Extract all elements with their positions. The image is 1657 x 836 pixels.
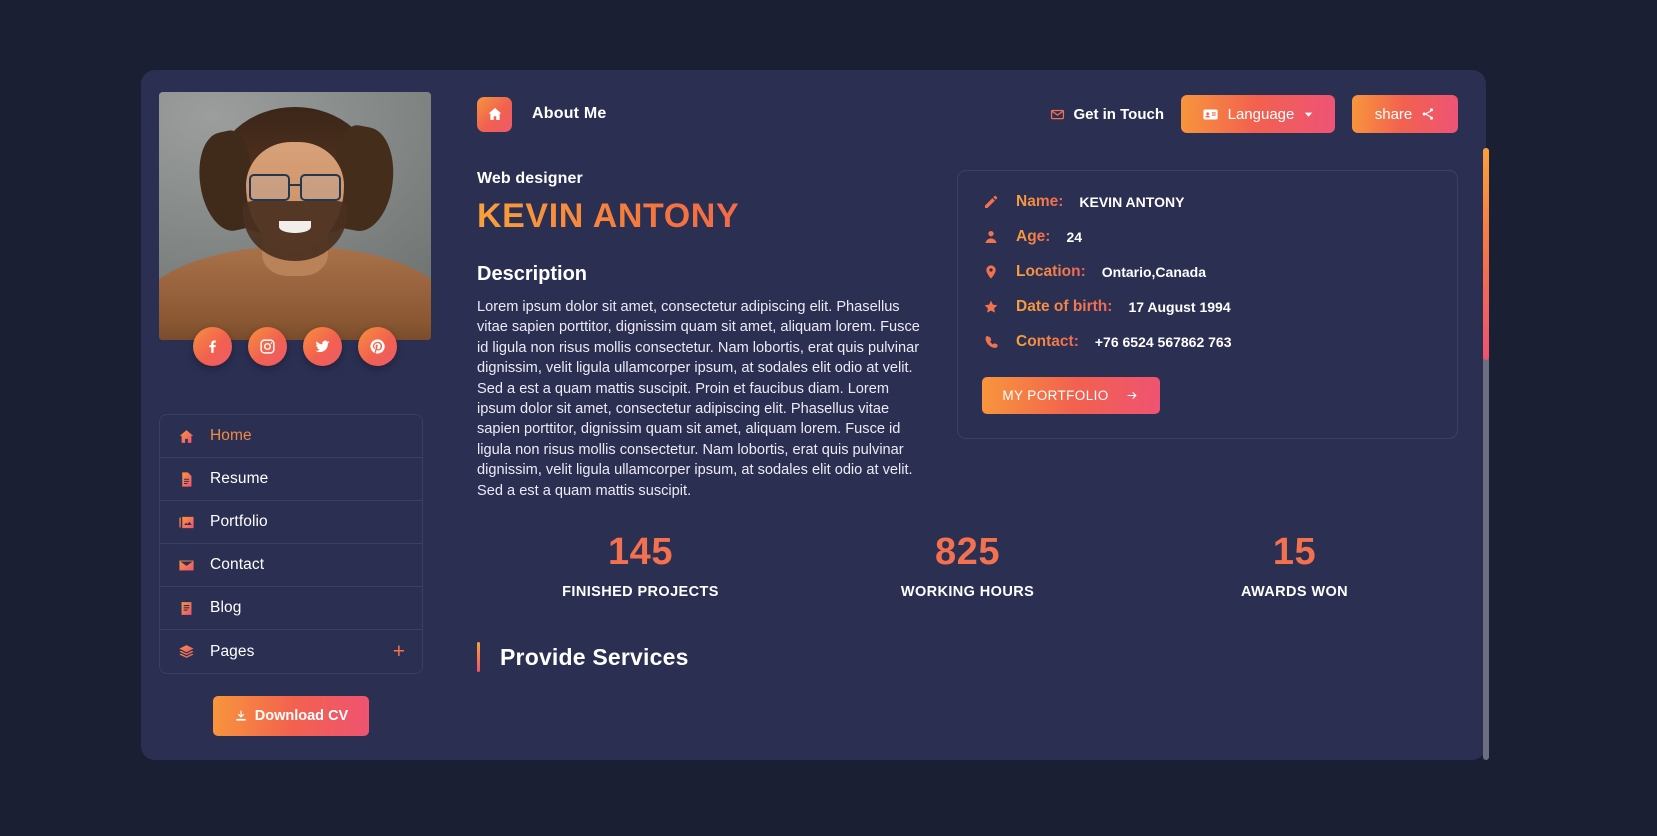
- description-heading: Description: [477, 263, 588, 285]
- stat-label: WORKING HOURS: [900, 584, 1035, 601]
- stat-value: 145: [608, 531, 673, 574]
- sidebar-item-pages[interactable]: Pages +: [160, 630, 422, 673]
- pinterest-icon[interactable]: [358, 327, 397, 366]
- instagram-icon[interactable]: [248, 327, 287, 366]
- expand-pages-icon[interactable]: +: [392, 640, 405, 663]
- info-row-name: Name: KEVIN ANTONY: [982, 193, 1433, 211]
- profile-photo: [159, 92, 431, 340]
- home-button[interactable]: [477, 96, 512, 132]
- info-value: 17 August 1994: [1128, 299, 1231, 315]
- home-icon: [487, 106, 503, 122]
- page-title: About Me: [532, 105, 607, 122]
- sidebar-item-home[interactable]: Home: [160, 415, 422, 458]
- share-nodes-icon: [1421, 107, 1435, 121]
- download-cv-button[interactable]: Download CV: [213, 696, 369, 736]
- sidebar-item-label: Contact: [210, 556, 265, 573]
- description-text: Lorem ipsum dolor sit amet, consectetur …: [477, 299, 920, 499]
- about-text-column: Web designer KEVIN ANTONY Description Lo…: [477, 170, 923, 501]
- info-label: Name:: [1016, 193, 1064, 210]
- sidebar-item-blog[interactable]: Blog: [160, 587, 422, 630]
- photo-glasses-right: [300, 173, 342, 202]
- language-label: Language: [1227, 105, 1295, 123]
- info-label: Date of birth:: [1016, 298, 1113, 315]
- info-label: Age:: [1016, 228, 1051, 245]
- sidebar-nav: Home Resume Portfolio: [159, 414, 423, 674]
- stat-label: AWARDS WON: [1240, 584, 1349, 601]
- sidebar-item-portfolio[interactable]: Portfolio: [160, 501, 422, 544]
- info-row-contact: Contact: +76 6524 567862 763: [982, 333, 1433, 351]
- main-content: About Me Get in Touch Language: [441, 70, 1486, 760]
- info-row-dob: Date of birth: 17 August 1994: [982, 298, 1433, 316]
- heading-accent-bar: [477, 642, 480, 673]
- sidebar-item-label: Home: [210, 427, 405, 445]
- photo-smile: [278, 220, 312, 234]
- sidebar-item-label: Pages: [210, 642, 255, 660]
- info-value: +76 6524 567862 763: [1094, 334, 1232, 350]
- images-icon: [177, 513, 196, 532]
- portfolio-card: Home Resume Portfolio: [141, 70, 1486, 760]
- provide-services-heading: Provide Services: [477, 642, 1458, 673]
- info-label: Location:: [1016, 263, 1086, 280]
- about-section: Web designer KEVIN ANTONY Description Lo…: [477, 170, 1458, 501]
- sidebar-item-label: Resume: [210, 470, 269, 487]
- get-in-touch-label: Get in Touch: [1073, 105, 1164, 123]
- stat-value: 15: [1272, 531, 1317, 574]
- pencil-icon: [982, 194, 1000, 210]
- info-value: 24: [1066, 229, 1083, 245]
- location-icon: [982, 264, 1000, 280]
- photo-glasses-bridge: [289, 183, 301, 187]
- phone-icon: [982, 334, 1000, 350]
- personal-info-card: Name: KEVIN ANTONY Age: 24: [957, 170, 1458, 439]
- topbar: About Me Get in Touch Language: [477, 92, 1458, 136]
- download-icon: [234, 709, 248, 723]
- stat-value: 825: [935, 531, 1000, 574]
- photo-glasses-left: [248, 173, 290, 202]
- id-card-icon: [1202, 106, 1219, 123]
- chevron-down-icon: [1303, 109, 1314, 120]
- star-icon: [982, 299, 1000, 315]
- topbar-actions: Get in Touch Language share: [1050, 95, 1458, 133]
- info-column: Name: KEVIN ANTONY Age: 24: [957, 170, 1458, 501]
- share-label: share: [1374, 105, 1413, 123]
- stat-finished-projects: 145 FINISHED PROJECTS: [477, 531, 804, 600]
- services-title: Provide Services: [500, 643, 689, 670]
- info-value: Ontario,Canada: [1101, 264, 1206, 280]
- info-row-location: Location: Ontario,Canada: [982, 263, 1433, 281]
- file-icon: [177, 470, 196, 489]
- arrow-right-icon: [1125, 389, 1140, 402]
- social-links: [193, 327, 397, 366]
- facebook-icon[interactable]: [193, 327, 232, 366]
- book-icon: [177, 599, 196, 618]
- scrollbar-thumb[interactable]: [1483, 148, 1489, 360]
- get-in-touch-link[interactable]: Get in Touch: [1050, 106, 1164, 123]
- download-cv-label: Download CV: [254, 708, 349, 724]
- layers-icon: [177, 642, 196, 661]
- scrollbar-track[interactable]: [1483, 148, 1489, 760]
- user-icon: [982, 229, 1000, 245]
- language-button[interactable]: Language: [1181, 95, 1335, 133]
- my-portfolio-label: MY PORTFOLIO: [1002, 388, 1109, 403]
- job-role: Web designer: [477, 170, 583, 187]
- sidebar: Home Resume Portfolio: [141, 70, 441, 760]
- avatar: [159, 92, 431, 366]
- stat-label: FINISHED PROJECTS: [562, 584, 719, 601]
- sidebar-item-label: Portfolio: [210, 513, 268, 530]
- info-value: KEVIN ANTONY: [1079, 194, 1185, 210]
- stat-working-hours: 825 WORKING HOURS: [804, 531, 1131, 600]
- sidebar-item-label: Blog: [210, 599, 242, 616]
- stats-row: 145 FINISHED PROJECTS 825 WORKING HOURS …: [477, 531, 1458, 600]
- share-button[interactable]: share: [1352, 95, 1458, 133]
- info-row-age: Age: 24: [982, 228, 1433, 246]
- sidebar-item-resume[interactable]: Resume: [160, 458, 422, 501]
- profile-name: KEVIN ANTONY: [477, 197, 923, 236]
- info-label: Contact:: [1016, 333, 1079, 350]
- twitter-icon[interactable]: [303, 327, 342, 366]
- stat-awards-won: 15 AWARDS WON: [1131, 531, 1458, 600]
- my-portfolio-button[interactable]: MY PORTFOLIO: [982, 377, 1160, 414]
- envelope-icon: [1050, 107, 1065, 122]
- home-icon: [177, 427, 196, 446]
- sidebar-item-contact[interactable]: Contact: [160, 544, 422, 587]
- envelope-icon: [177, 556, 196, 575]
